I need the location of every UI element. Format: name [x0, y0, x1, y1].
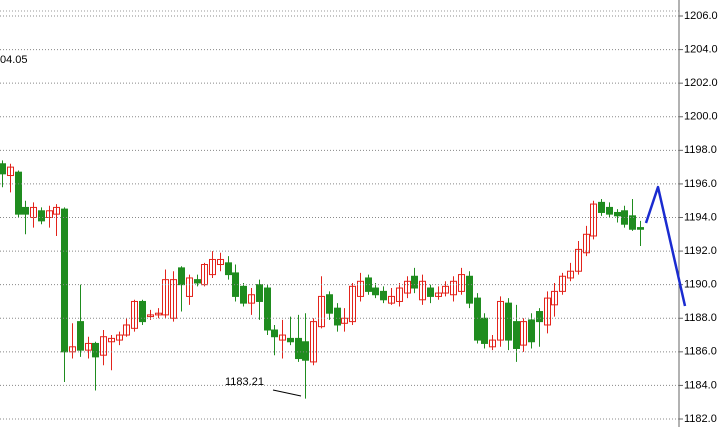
y-tick-label: 1182.0 — [684, 413, 717, 425]
annotation: 1183.21 — [225, 376, 264, 388]
y-tick-label: 1196.0 — [684, 178, 717, 190]
y-tick-label: 1192.0 — [684, 245, 717, 257]
y-tick-label: 1188.0 — [684, 312, 717, 324]
y-tick-label: 1198.0 — [684, 144, 717, 156]
y-tick-label: 1184.0 — [684, 379, 717, 391]
y-tick-label: 1186.0 — [684, 346, 717, 358]
y-tick-label: 1190.0 — [684, 279, 717, 291]
y-tick-label: 1204.0 — [684, 43, 718, 55]
leader-line — [272, 389, 302, 397]
y-tick-label: 1202.0 — [684, 77, 718, 89]
y-tick-label: 1206.0 — [684, 10, 718, 22]
y-tick-label: 1194.0 — [684, 211, 717, 223]
annotation: 04.05 — [0, 54, 28, 66]
drawn-arrow — [644, 185, 687, 307]
y-tick-label: 1200.0 — [684, 111, 718, 123]
